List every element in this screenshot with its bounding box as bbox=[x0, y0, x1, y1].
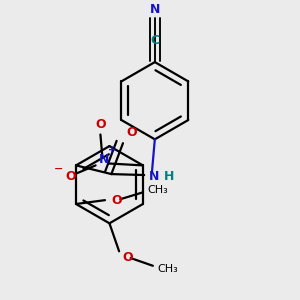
Text: O: O bbox=[65, 170, 76, 184]
Text: N: N bbox=[150, 3, 160, 16]
Text: CH₃: CH₃ bbox=[148, 185, 168, 196]
Text: N: N bbox=[149, 169, 159, 182]
Text: O: O bbox=[112, 194, 122, 207]
Text: H: H bbox=[164, 169, 175, 182]
Text: CH₃: CH₃ bbox=[158, 264, 178, 274]
Text: N: N bbox=[99, 153, 110, 166]
Text: O: O bbox=[127, 126, 137, 139]
Text: +: + bbox=[108, 145, 116, 155]
Text: O: O bbox=[122, 250, 133, 264]
Text: C: C bbox=[150, 34, 159, 46]
Text: O: O bbox=[95, 118, 106, 130]
Text: −: − bbox=[54, 164, 64, 174]
